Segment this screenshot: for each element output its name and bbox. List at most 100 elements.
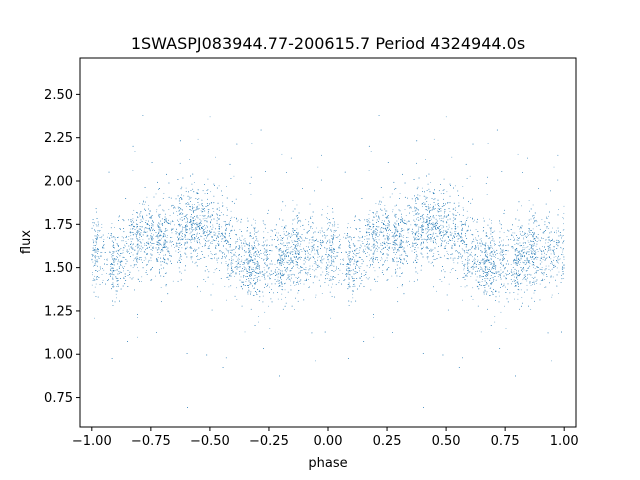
data-point — [228, 252, 229, 254]
data-point — [425, 233, 427, 235]
data-point — [163, 243, 165, 245]
data-point — [487, 235, 488, 237]
data-point — [145, 258, 147, 260]
data-point — [229, 245, 231, 247]
data-point — [475, 266, 477, 268]
data-point — [479, 284, 481, 286]
data-point — [367, 252, 368, 253]
data-point — [347, 284, 349, 285]
data-point — [415, 224, 417, 226]
data-point — [463, 267, 465, 269]
data-point — [475, 237, 476, 239]
data-point — [417, 231, 419, 233]
data-point — [493, 273, 495, 274]
data-point — [226, 299, 227, 301]
data-point — [295, 277, 297, 278]
data-point — [279, 258, 281, 260]
data-point — [521, 235, 522, 236]
data-point — [257, 249, 258, 251]
data-point — [387, 254, 388, 256]
data-point — [291, 261, 293, 262]
data-point — [226, 207, 228, 209]
data-point — [455, 250, 457, 252]
data-point — [280, 282, 282, 283]
data-point — [477, 259, 479, 261]
data-point — [196, 192, 198, 193]
data-point — [490, 262, 492, 263]
data-point — [532, 284, 533, 285]
data-point — [427, 197, 428, 199]
data-point — [270, 236, 272, 237]
data-point — [384, 205, 386, 206]
data-point — [160, 287, 162, 288]
data-point — [114, 258, 116, 260]
data-point — [164, 244, 166, 245]
data-point — [264, 249, 266, 251]
data-point — [494, 230, 496, 232]
data-point — [146, 227, 147, 229]
data-point — [489, 267, 490, 268]
data-point — [521, 282, 523, 284]
data-point — [491, 267, 493, 269]
data-point — [309, 239, 311, 240]
data-point — [221, 240, 222, 242]
data-point — [248, 262, 250, 264]
data-point — [177, 206, 179, 208]
data-point — [251, 238, 253, 239]
data-point — [206, 221, 208, 223]
data-point — [149, 218, 151, 219]
data-point — [349, 268, 351, 270]
data-point — [195, 230, 196, 231]
data-point — [288, 274, 290, 276]
data-point — [428, 204, 429, 206]
data-point — [358, 249, 360, 251]
data-point — [171, 245, 172, 247]
data-point — [92, 239, 94, 241]
data-point — [261, 245, 263, 246]
data-point — [266, 239, 268, 241]
data-point — [515, 271, 517, 273]
data-point — [297, 249, 298, 251]
data-point — [281, 257, 283, 259]
data-point — [407, 228, 408, 230]
data-point — [184, 243, 186, 244]
data-point — [438, 208, 440, 210]
data-point — [521, 205, 522, 207]
data-point — [483, 217, 484, 219]
data-point — [278, 249, 280, 251]
data-point — [373, 267, 375, 268]
data-point — [527, 251, 529, 253]
data-point — [356, 262, 357, 264]
data-point — [494, 244, 495, 246]
data-point — [302, 225, 303, 226]
data-point — [380, 228, 381, 230]
data-point — [501, 249, 502, 251]
data-point — [557, 245, 559, 247]
data-point — [356, 271, 357, 273]
data-point — [189, 159, 190, 160]
data-point — [396, 234, 397, 236]
data-point — [489, 218, 491, 220]
data-point — [482, 268, 484, 270]
data-point — [345, 237, 347, 238]
data-point — [369, 222, 371, 223]
data-point — [196, 249, 198, 250]
data-point — [544, 279, 546, 280]
data-point — [524, 251, 526, 253]
data-point — [255, 277, 257, 279]
data-point — [109, 237, 110, 238]
data-point — [332, 255, 334, 257]
data-point — [295, 284, 297, 285]
data-point — [522, 248, 524, 250]
data-point — [489, 227, 491, 229]
data-point — [536, 225, 538, 227]
data-point — [411, 250, 413, 252]
data-point — [135, 236, 137, 238]
data-point — [393, 242, 395, 244]
data-point — [258, 321, 259, 323]
data-point — [308, 247, 309, 248]
data-point — [433, 255, 434, 256]
data-point — [292, 241, 294, 243]
data-point — [210, 253, 212, 254]
